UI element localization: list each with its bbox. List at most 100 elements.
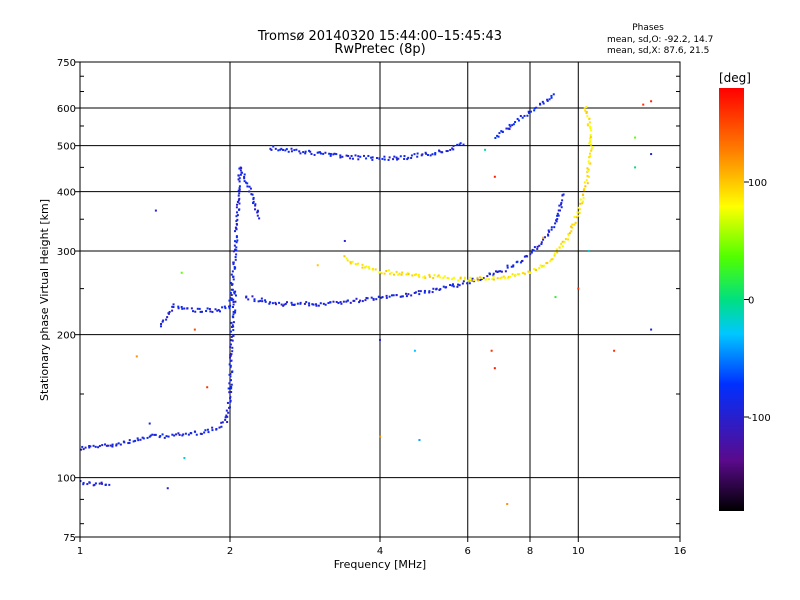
trace-point <box>531 248 534 251</box>
trace-point <box>160 325 163 328</box>
trace-point <box>567 233 570 236</box>
trace-point <box>230 383 233 386</box>
trace-point <box>458 284 461 287</box>
isolated-point <box>418 439 421 442</box>
trace-point <box>252 202 255 205</box>
trace-point <box>548 98 551 101</box>
trace-point <box>586 167 589 170</box>
trace-point <box>511 273 514 276</box>
trace-point <box>397 157 400 160</box>
y-tick-label: 300 <box>57 247 76 258</box>
trace-point <box>237 174 240 177</box>
trace-point <box>429 154 432 157</box>
trace-point <box>433 274 436 277</box>
trace-point <box>542 238 545 241</box>
isolated-point <box>166 487 169 490</box>
trace-point <box>228 406 231 409</box>
trace-point <box>425 152 428 155</box>
trace-point <box>401 271 404 274</box>
trace-point <box>177 307 180 310</box>
trace-point <box>230 321 233 324</box>
trace-point <box>428 273 431 276</box>
trace-point <box>319 152 322 155</box>
trace-point <box>383 158 386 161</box>
trace-point <box>82 448 85 451</box>
x-axis-label: Frequency [MHz] <box>334 558 426 571</box>
trace-point <box>236 214 239 217</box>
trace-point <box>232 310 235 313</box>
trace-point <box>98 482 101 485</box>
trace-point <box>345 257 348 260</box>
trace-point <box>550 258 553 261</box>
trace-point <box>400 273 403 276</box>
trace-point <box>582 200 585 203</box>
trace-point <box>500 130 503 133</box>
x-tick-label: 2 <box>227 546 233 557</box>
trace-point <box>540 243 543 246</box>
trace-point <box>229 354 232 357</box>
trace-point <box>207 431 210 434</box>
trace-point <box>230 298 233 301</box>
trace-point <box>556 218 559 221</box>
trace-point <box>238 192 241 195</box>
trace-point <box>527 270 530 273</box>
trace-point <box>257 300 260 303</box>
trace-point <box>88 481 91 484</box>
trace-point <box>171 309 174 312</box>
trace-point <box>308 149 311 152</box>
trace-point <box>194 310 197 313</box>
trace-point <box>233 244 236 247</box>
trace-point <box>476 276 479 279</box>
trace-point <box>371 267 374 270</box>
trace-point <box>512 264 515 267</box>
trace-point <box>231 283 234 286</box>
trace-point <box>407 293 410 296</box>
trace-point <box>385 269 388 272</box>
trace-point <box>368 267 371 270</box>
trace-point <box>546 98 549 101</box>
trace-point <box>206 307 209 310</box>
trace-point <box>252 196 255 199</box>
trace-point <box>388 156 391 159</box>
trace-point <box>229 395 232 398</box>
trace-point <box>449 148 452 151</box>
trace-point <box>521 259 524 262</box>
trace-point <box>254 203 257 206</box>
trace-point <box>234 248 237 251</box>
isolated-point <box>650 328 653 331</box>
trace-point <box>500 276 503 279</box>
trace-point <box>117 442 120 445</box>
trace-point <box>240 171 243 174</box>
trace-point <box>335 153 338 156</box>
trace-point <box>258 217 261 220</box>
trace-point <box>452 283 455 286</box>
y-tick-label: 75 <box>63 533 76 544</box>
trace-point <box>398 272 401 275</box>
trace-point <box>436 275 439 278</box>
trace-point <box>452 148 455 151</box>
trace-point <box>371 156 374 159</box>
trace-point <box>104 443 107 446</box>
trace-point <box>413 291 416 294</box>
trace-point <box>527 110 530 113</box>
trace-point <box>104 483 107 486</box>
trace-point <box>392 273 395 276</box>
trace-point <box>539 102 542 105</box>
trace-point <box>341 155 344 158</box>
trace-point <box>393 155 396 158</box>
trace-point <box>561 240 564 243</box>
trace-point <box>282 148 285 151</box>
trace-point <box>444 286 447 289</box>
trace-point <box>485 278 488 281</box>
trace-point <box>250 193 253 196</box>
trace-point <box>466 279 469 282</box>
trace-point <box>575 216 578 219</box>
trace-point <box>119 443 122 446</box>
trace-point <box>399 295 402 298</box>
trace-point <box>219 310 222 313</box>
y-tick-label: 750 <box>57 58 76 69</box>
trace-point <box>339 156 342 159</box>
isolated-point <box>634 136 637 139</box>
trace-point <box>229 291 232 294</box>
trace-point <box>285 301 288 304</box>
